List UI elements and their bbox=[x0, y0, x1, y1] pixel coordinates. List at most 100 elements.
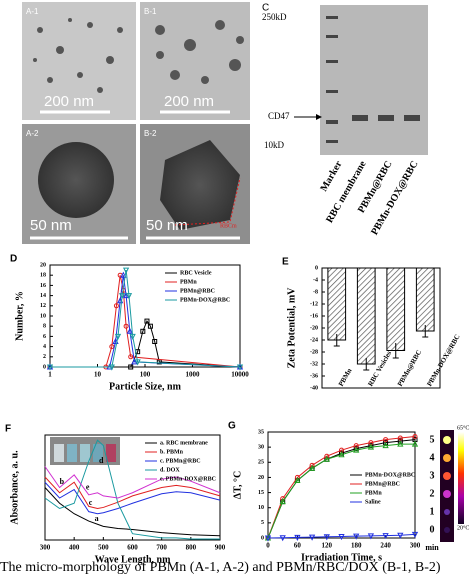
y-tick-label: -28 bbox=[310, 349, 318, 355]
point bbox=[131, 358, 138, 365]
point bbox=[382, 442, 389, 449]
y-tick-label: 12 bbox=[40, 303, 46, 309]
y-tick-label: 20 bbox=[40, 262, 46, 268]
thermal-strip bbox=[440, 430, 454, 542]
y-tick-label: 10 bbox=[40, 313, 46, 319]
point bbox=[46, 364, 54, 371]
panel-label: E bbox=[282, 257, 289, 268]
gel-marker-label: CD47 bbox=[268, 111, 290, 121]
x-tick-label: 500 bbox=[98, 544, 109, 552]
scale-label: 50 nm bbox=[146, 217, 188, 234]
panel-label: C bbox=[262, 3, 269, 14]
y-tick-label: 0 bbox=[261, 535, 264, 541]
point bbox=[353, 533, 360, 540]
x-tick-label: 300 bbox=[410, 542, 421, 550]
point bbox=[411, 440, 419, 447]
time-label: 5 bbox=[430, 434, 435, 445]
plot-frame bbox=[49, 264, 241, 368]
bar bbox=[386, 267, 406, 351]
panel-label: B-1 bbox=[144, 7, 157, 16]
particles bbox=[33, 18, 244, 93]
series-line bbox=[44, 466, 221, 499]
point bbox=[279, 498, 286, 505]
x-tick-label: 1000 bbox=[186, 371, 201, 379]
point bbox=[294, 476, 301, 483]
y-tick-label: 15 bbox=[258, 490, 264, 496]
point bbox=[144, 318, 150, 324]
x-tick-label: 1 bbox=[48, 371, 52, 379]
panel-label: A-2 bbox=[26, 129, 39, 138]
annotation: d bbox=[99, 456, 104, 465]
y-tick-label: -24 bbox=[310, 337, 318, 343]
lane-label: Marker bbox=[318, 159, 344, 194]
gel-marker-label: 10kD bbox=[264, 140, 285, 150]
legend-label: PBMn@RBC bbox=[180, 288, 215, 294]
point bbox=[114, 333, 122, 340]
color-bar bbox=[458, 432, 464, 524]
x-tick-label: 180 bbox=[351, 542, 362, 550]
panel-label: F bbox=[5, 424, 11, 435]
series-line bbox=[267, 533, 416, 539]
point bbox=[294, 474, 300, 480]
legend-label: b. PBMn bbox=[160, 449, 184, 455]
y-tick-label: -40 bbox=[310, 385, 318, 391]
point bbox=[412, 434, 418, 440]
point bbox=[308, 464, 316, 471]
point bbox=[309, 462, 315, 468]
x-tick-label: 300 bbox=[40, 544, 51, 552]
point bbox=[397, 438, 403, 444]
x-tick-label: 60 bbox=[294, 542, 302, 550]
panel-label: D bbox=[10, 254, 17, 265]
bar bbox=[327, 267, 347, 341]
legend-label: PBMn@RBC bbox=[365, 481, 400, 487]
x-tick-label: 10000 bbox=[231, 371, 249, 379]
y-tick-label: 18 bbox=[40, 273, 46, 279]
x-tick-label: 600 bbox=[127, 544, 138, 552]
point bbox=[125, 293, 133, 300]
temp-cold: 20°C bbox=[457, 524, 469, 531]
point bbox=[367, 533, 375, 540]
y-tick-label: -16 bbox=[310, 313, 318, 319]
point bbox=[122, 267, 130, 274]
point bbox=[120, 271, 127, 278]
point bbox=[152, 339, 158, 344]
point bbox=[128, 354, 134, 360]
series-line bbox=[50, 320, 241, 368]
series-line bbox=[44, 439, 220, 540]
point bbox=[397, 440, 404, 447]
rbcm-outline bbox=[174, 177, 241, 226]
vial-photo bbox=[50, 437, 120, 465]
point bbox=[279, 535, 286, 542]
time-label: 0 bbox=[430, 524, 435, 535]
particle-a2 bbox=[38, 142, 114, 218]
y-tick-label: 6 bbox=[43, 334, 46, 340]
point bbox=[119, 293, 126, 300]
point bbox=[338, 451, 345, 458]
y-tick-label: 2 bbox=[43, 354, 46, 360]
legend-label: Saline bbox=[365, 499, 381, 505]
point bbox=[338, 533, 345, 541]
legend-label: c. PBMn@RBC bbox=[160, 458, 201, 464]
panel-label: G bbox=[228, 421, 236, 432]
y-axis-label: ΔT, °C bbox=[232, 471, 243, 499]
thermal-images bbox=[440, 430, 464, 542]
x-axis-label: Wave Length, nm bbox=[95, 554, 172, 565]
point bbox=[109, 344, 115, 350]
series-line bbox=[267, 443, 415, 539]
point bbox=[397, 435, 403, 441]
temp-hot: 65°C bbox=[457, 424, 469, 431]
time-label: 2 bbox=[430, 488, 435, 499]
panel-label: B-2 bbox=[144, 129, 157, 138]
y-tick-label: 0 bbox=[315, 265, 318, 271]
caption: The micro-morphology of PBMn (A-1, A-2) … bbox=[0, 560, 441, 574]
point bbox=[397, 532, 404, 539]
x-tick-label: PBMn bbox=[337, 367, 354, 388]
y-tick-label: -36 bbox=[310, 373, 318, 379]
x-tick-label: 240 bbox=[380, 542, 391, 550]
series-line bbox=[267, 436, 416, 539]
time-unit: min bbox=[425, 543, 439, 552]
y-tick-label: -20 bbox=[310, 325, 318, 331]
point bbox=[353, 446, 360, 453]
point bbox=[411, 531, 419, 538]
y-tick-label: 25 bbox=[258, 460, 264, 466]
